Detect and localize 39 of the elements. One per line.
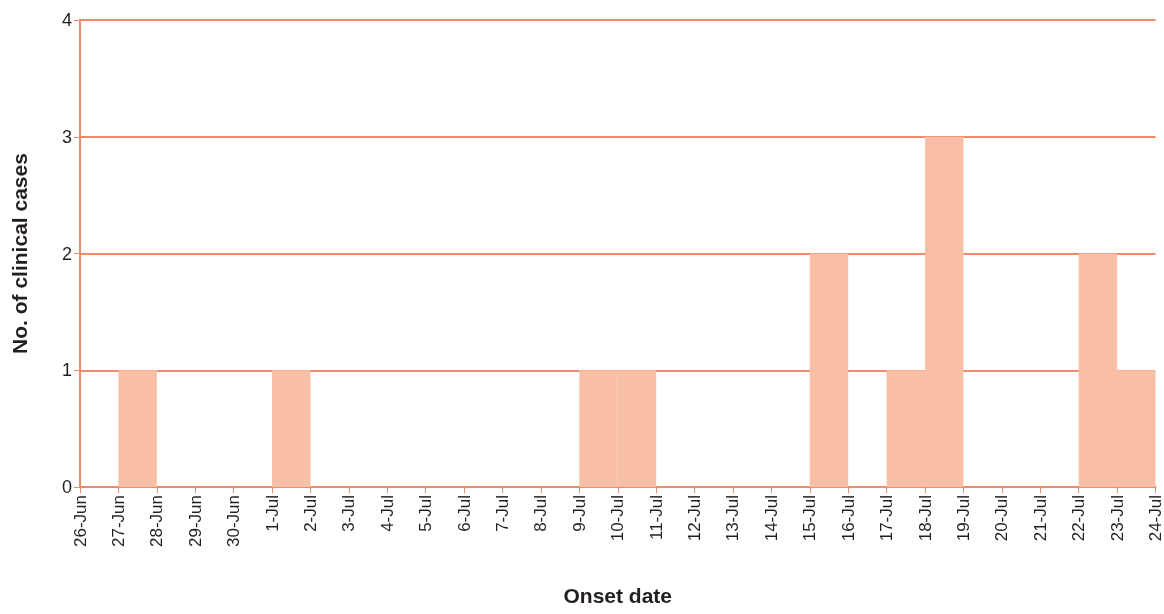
x-tick-label: 14-Jul xyxy=(761,495,781,542)
x-tick-label: 21-Jul xyxy=(1030,495,1050,542)
x-tick-label: 18-Jul xyxy=(915,495,935,542)
x-tick-label: 11-Jul xyxy=(646,495,666,541)
x-tick-label: 2-Jul xyxy=(300,495,320,532)
y-tick-label: 1 xyxy=(61,360,72,381)
x-tick-label: 7-Jul xyxy=(493,495,513,532)
x-tick-label: 30-Jun xyxy=(224,495,244,547)
x-tick-label: 10-Jul xyxy=(608,495,628,542)
x-tick-label: 6-Jul xyxy=(454,495,474,532)
x-tick-label: 16-Jul xyxy=(838,495,858,542)
y-tick-label: 4 xyxy=(61,10,72,30)
x-tick-label: 28-Jun xyxy=(147,495,167,547)
x-tick-label: 13-Jul xyxy=(723,495,743,542)
x-tick-label: 17-Jul xyxy=(877,495,897,542)
y-tick-label: 3 xyxy=(61,126,72,147)
x-tick-label: 22-Jul xyxy=(1069,495,1089,542)
y-tick-label: 0 xyxy=(61,477,72,497)
bar xyxy=(809,253,849,487)
y-axis-title: No. of clinical cases xyxy=(8,153,31,354)
x-axis-title: Onset date xyxy=(563,584,673,607)
x-tick-label: 1-Jul xyxy=(262,495,282,532)
x-tick-label: 27-Jun xyxy=(108,495,128,547)
x-tick-label: 8-Jul xyxy=(531,495,551,532)
bar xyxy=(272,370,311,487)
x-tick-label: 4-Jul xyxy=(377,495,397,532)
x-tick-label: 24-Jul xyxy=(1146,495,1164,542)
x-tick-label: 12-Jul xyxy=(685,495,705,542)
x-tick-label: 5-Jul xyxy=(416,495,436,532)
x-tick-label: 19-Jul xyxy=(953,495,973,542)
y-tick-label: 2 xyxy=(61,243,72,264)
x-tick-label: 23-Jul xyxy=(1107,495,1127,542)
x-tick-label: 3-Jul xyxy=(339,495,359,532)
x-tick-label: 15-Jul xyxy=(800,495,820,542)
bar xyxy=(118,370,157,487)
x-tick-label: 9-Jul xyxy=(569,495,589,532)
x-tick-label: 29-Jun xyxy=(185,495,205,547)
x-tick-label: 20-Jul xyxy=(992,495,1012,542)
x-tick-label: 26-Jun xyxy=(70,495,90,547)
